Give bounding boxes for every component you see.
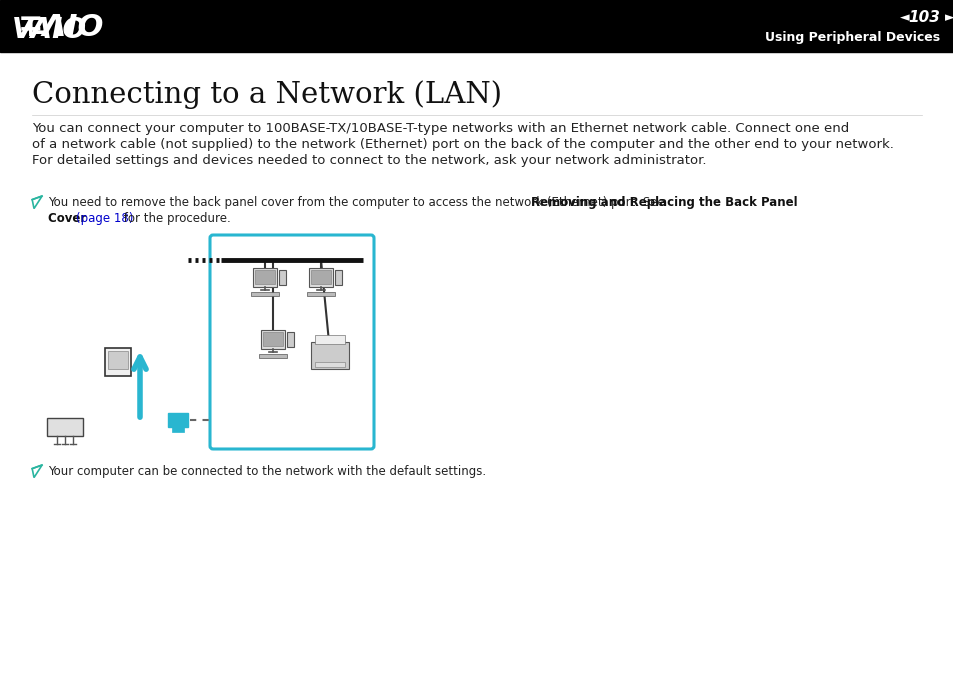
Bar <box>105 348 131 376</box>
Bar <box>311 270 331 284</box>
Text: ∓ΛIO: ∓ΛIO <box>18 13 104 42</box>
Text: You need to remove the back panel cover from the computer to access the network : You need to remove the back panel cover … <box>48 196 668 209</box>
Text: Connecting to a Network (LAN): Connecting to a Network (LAN) <box>32 80 501 109</box>
Bar <box>314 335 345 344</box>
Bar <box>108 351 128 369</box>
Text: ◄: ◄ <box>900 11 909 24</box>
Text: 103: 103 <box>907 11 939 26</box>
Bar <box>252 292 278 296</box>
FancyBboxPatch shape <box>210 235 374 449</box>
Bar <box>314 362 345 367</box>
Bar <box>253 268 276 286</box>
Text: Your computer can be connected to the network with the default settings.: Your computer can be connected to the ne… <box>48 465 486 478</box>
Bar <box>335 270 342 285</box>
Text: ►: ► <box>944 11 953 24</box>
Bar <box>311 342 349 369</box>
Text: (page 18): (page 18) <box>76 212 133 225</box>
Bar <box>278 270 286 285</box>
Bar <box>168 413 188 427</box>
Text: of a network cable (not supplied) to the network (Ethernet) port on the back of : of a network cable (not supplied) to the… <box>32 138 893 151</box>
Bar <box>307 292 335 296</box>
Bar <box>259 354 286 358</box>
Bar <box>262 332 283 346</box>
Text: VAIO: VAIO <box>12 16 87 44</box>
Bar <box>254 270 274 284</box>
Text: Using Peripheral Devices: Using Peripheral Devices <box>764 32 939 44</box>
Text: Removing and Replacing the Back Panel: Removing and Replacing the Back Panel <box>530 196 797 209</box>
Text: for the procedure.: for the procedure. <box>120 212 231 225</box>
Bar <box>261 330 285 348</box>
Bar <box>286 332 294 347</box>
Bar <box>172 427 184 432</box>
Text: Cover: Cover <box>48 212 91 225</box>
Bar <box>0 0 953 52</box>
Bar <box>309 268 333 286</box>
Text: You can connect your computer to 100BASE-TX/10BASE-T-type networks with an Ether: You can connect your computer to 100BASE… <box>32 122 848 135</box>
Bar <box>47 418 83 436</box>
Text: For detailed settings and devices needed to connect to the network, ask your net: For detailed settings and devices needed… <box>32 154 706 167</box>
